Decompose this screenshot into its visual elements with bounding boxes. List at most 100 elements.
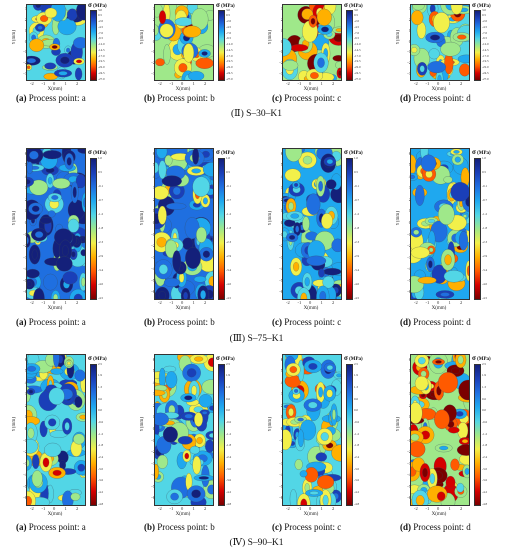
y-tick-label: 4 <box>24 379 27 385</box>
contour-core <box>338 70 341 76</box>
y-tick-label: 2 <box>152 402 155 408</box>
contour-blob <box>427 61 446 74</box>
y-tick-label: -2 <box>279 59 283 65</box>
x-axis-label: X(mm) <box>303 87 319 92</box>
x-tick-label: 2 <box>76 506 79 511</box>
colorbar-tick-label: -24.5 <box>98 70 105 75</box>
colorbar-unit: (MPa) <box>475 357 491 362</box>
y-tick-label: 2 <box>24 402 27 408</box>
contour-blob <box>155 389 166 397</box>
colorbar-tick-label: -4.0 <box>482 281 488 286</box>
colorbar-tick-label: -4.8 <box>482 501 488 506</box>
colorbar-tick-label: -17.0 <box>226 53 233 58</box>
panel-caption: (c) Process point: c <box>272 522 341 532</box>
y-tick-label: 2 <box>280 196 283 202</box>
y-tick-label: -3 <box>151 460 155 466</box>
x-tick-label: -2 <box>286 506 290 511</box>
contour-blob <box>163 365 177 373</box>
contour-blob <box>428 48 440 60</box>
contour-core <box>317 57 325 68</box>
x-tick-label: -1 <box>41 300 46 305</box>
colorbar-symbol: σ <box>88 354 92 362</box>
contour-blob <box>411 402 423 424</box>
contour-core <box>294 388 299 393</box>
contour-blob <box>29 38 45 52</box>
contour-core <box>27 236 29 245</box>
stress-map-panel: Y(mm) 6 5 4 3 2 1 0 -1 -2 -3 -4 -5 -6 -2 -1 0 1 2 X(mm) σ (M… <box>396 354 513 518</box>
y-tick-label: -5 <box>407 483 411 489</box>
colorbar <box>90 10 97 81</box>
contour-core <box>289 366 298 374</box>
contour-blob <box>67 8 78 21</box>
y-tick-label: 1 <box>152 414 155 420</box>
colorbar-tick-label: -1.2 <box>354 211 360 216</box>
colorbar <box>218 10 225 81</box>
contour-core <box>27 65 31 70</box>
contour-blob <box>155 463 159 480</box>
y-tick-label: 6 <box>152 150 155 156</box>
contour-blob <box>164 154 173 166</box>
contour-core <box>437 74 442 80</box>
colorbar-tick-label: 1.9 <box>98 373 102 378</box>
contour-core <box>288 202 294 211</box>
y-tick-label: -1 <box>151 231 155 237</box>
x-tick-label: 1 <box>64 300 67 305</box>
colorbar-tick-label: -2.3 <box>354 239 360 244</box>
colorbar-tick-label: -0.6 <box>226 419 232 424</box>
colorbar-tick-label: -4.5 <box>482 24 488 29</box>
y-tick-label: -1 <box>151 437 155 443</box>
colorbar-tick-label: -9.5 <box>98 36 104 41</box>
contour-blob <box>420 154 437 172</box>
y-tick-label: -5 <box>23 483 27 489</box>
y-tick-label: -2 <box>407 243 411 249</box>
colorbar-tick-label: -3.4 <box>354 267 360 272</box>
x-tick-label: 1 <box>192 300 195 305</box>
colorbar-tick-label: -9.5 <box>226 36 232 41</box>
y-tick-label: 0 <box>280 38 283 44</box>
contour-core <box>415 495 425 505</box>
y-tick-label: 5 <box>408 162 411 168</box>
y-tick-label: 1 <box>280 27 283 33</box>
colorbar-tick-label: -2.0 <box>98 19 104 23</box>
y-tick-label: -3 <box>407 70 411 76</box>
x-tick-label: -2 <box>414 300 418 305</box>
contour-blob <box>44 62 57 70</box>
y-tick-label: -3 <box>279 460 283 466</box>
x-tick-label: -2 <box>158 506 162 511</box>
x-tick-label: 2 <box>204 506 207 511</box>
colorbar-tick-label: -19.5 <box>354 59 361 64</box>
x-tick-label: 1 <box>192 81 195 86</box>
x-axis-label: X(mm) <box>47 87 63 92</box>
contour-blob <box>450 5 463 15</box>
colorbar-tick-label: 0.5 <box>354 169 358 174</box>
colorbar-title: σ (MPa) <box>216 148 235 156</box>
contour-blob <box>155 412 169 426</box>
contour-blob <box>162 426 178 443</box>
contour-blob <box>192 176 210 197</box>
contour-core <box>71 251 76 258</box>
colorbar-tick-label: 0.5 <box>482 13 486 18</box>
colorbar-tick-label: -0.7 <box>98 197 104 202</box>
colorbar-tick-label: -9.5 <box>482 36 488 41</box>
y-tick-label: -5 <box>151 483 155 489</box>
contour-core <box>430 34 440 41</box>
y-tick-label: -1 <box>151 49 155 55</box>
y-tick-label: -4 <box>23 266 27 272</box>
x-tick-label: 1 <box>448 506 451 511</box>
contour-core <box>439 445 449 451</box>
y-tick-label: 3 <box>408 6 411 12</box>
contour-core <box>200 290 206 299</box>
y-tick-label: 2 <box>152 196 155 202</box>
y-tick-label: -6 <box>279 495 283 501</box>
y-tick-label: -3 <box>407 460 411 466</box>
contour-core <box>158 291 166 299</box>
y-tick-label: -2 <box>407 449 411 455</box>
contour-core <box>34 231 44 238</box>
contour-blob <box>194 412 203 427</box>
y-tick-label: -1 <box>407 437 411 443</box>
colorbar-tick-label: -24.5 <box>226 70 233 75</box>
y-tick-label: -1 <box>279 437 283 443</box>
contour-core <box>170 492 179 501</box>
contour-core <box>455 411 464 417</box>
colorbar-tick-label: -4.2 <box>226 489 232 494</box>
